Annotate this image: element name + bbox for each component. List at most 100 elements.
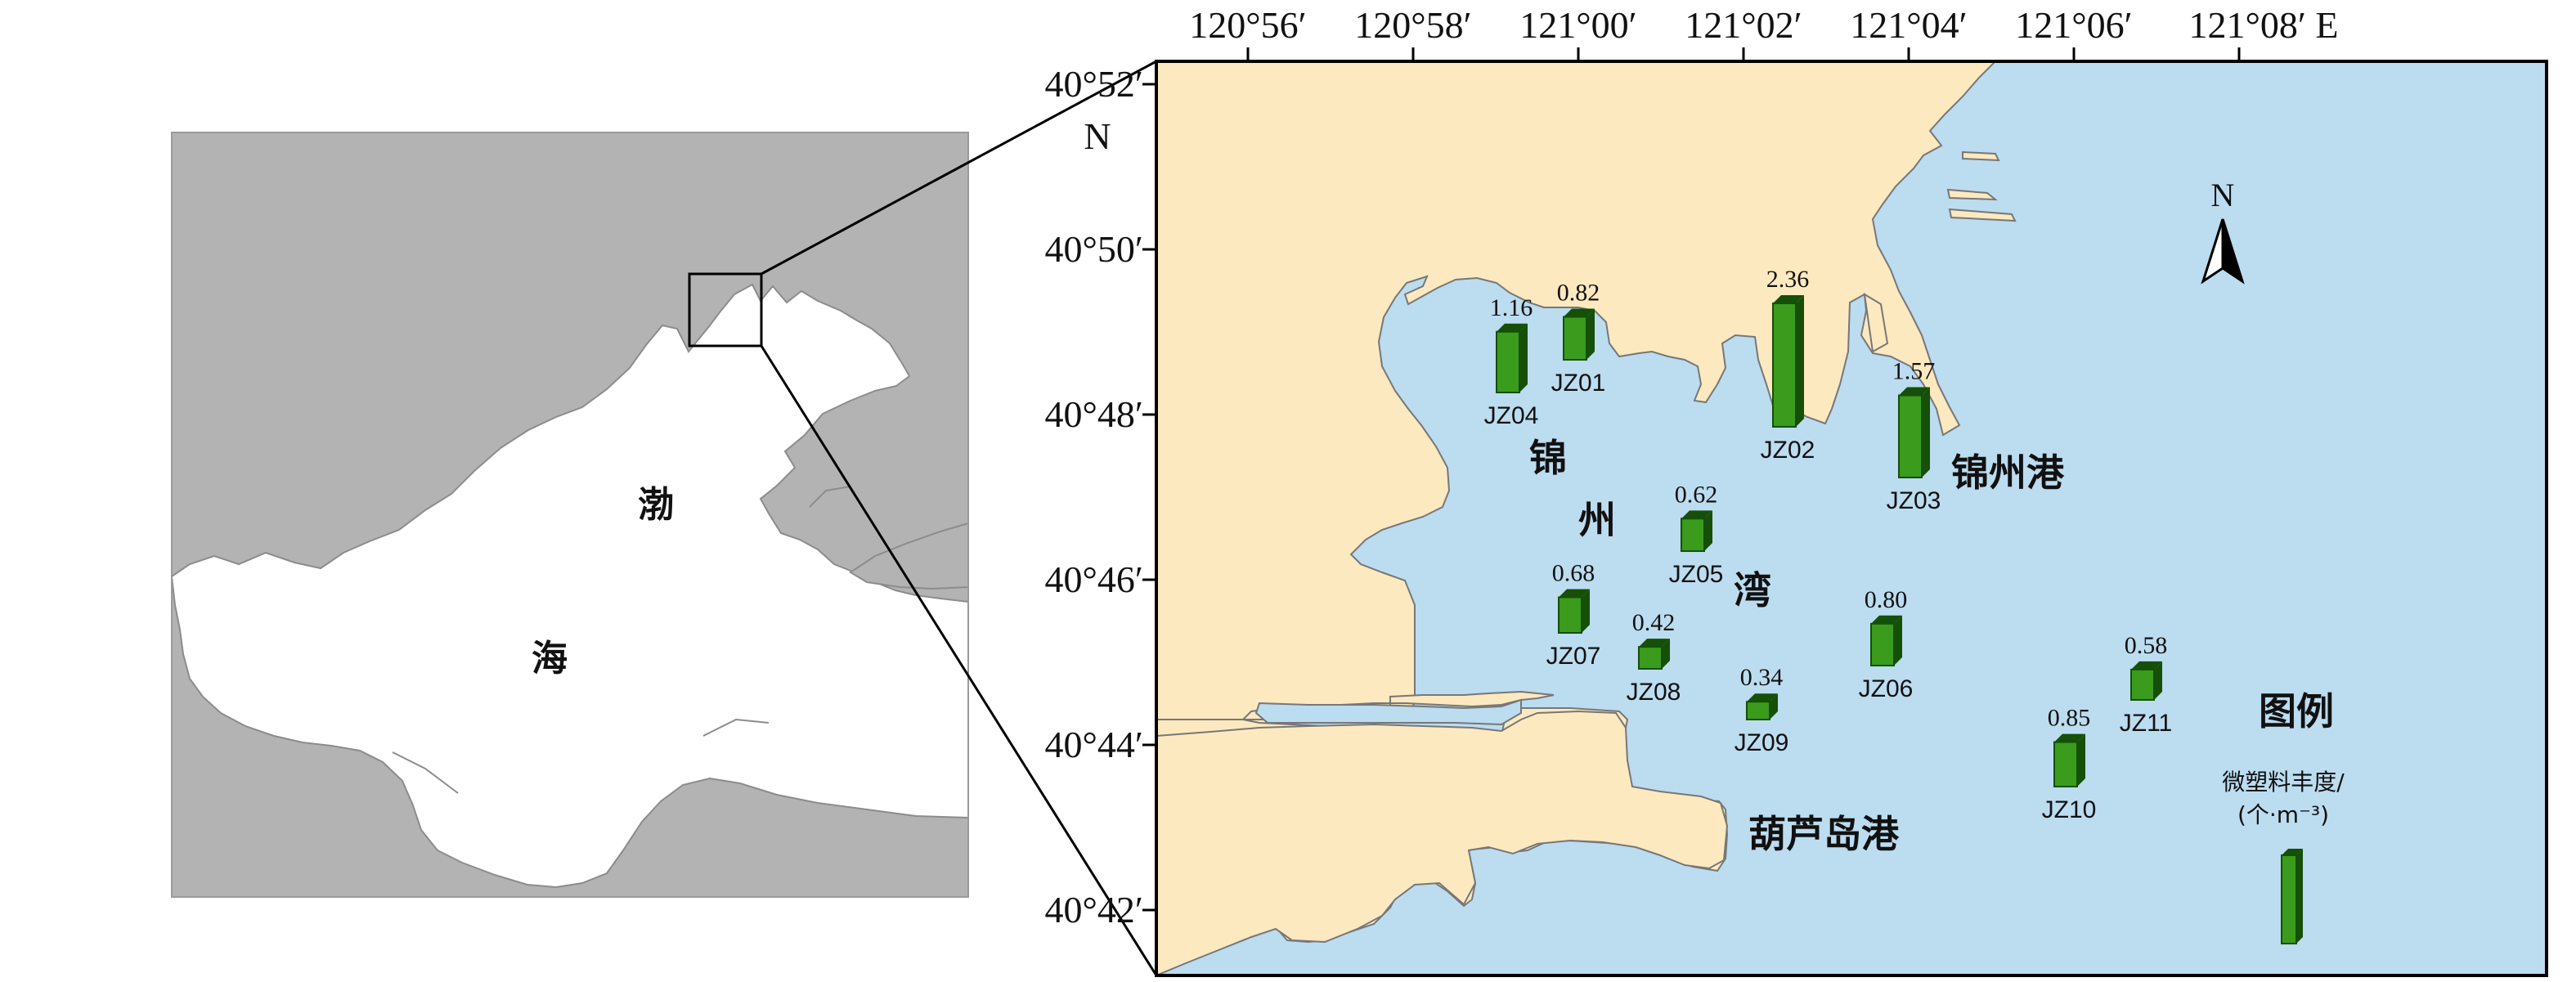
station-label: JZ02 bbox=[1761, 437, 1815, 464]
left-tick-label: 40°42′ bbox=[1045, 889, 1143, 930]
bar-value-label: 0.34 bbox=[1740, 664, 1784, 691]
top-tick-label: 120°58′ bbox=[1354, 4, 1471, 46]
overview-peninsula bbox=[849, 522, 968, 590]
bar-jz04: 1.16 JZ04 bbox=[1484, 294, 1539, 429]
bar-side-face bbox=[1582, 589, 1590, 633]
bar-value-label: 0.85 bbox=[2048, 705, 2091, 732]
bar-side-face bbox=[1922, 387, 1930, 478]
axis-ticks bbox=[1142, 47, 2241, 912]
legend-bar-sample bbox=[2281, 849, 2303, 944]
left-tick-label: 40°48′ bbox=[1045, 393, 1143, 435]
bar-side-face bbox=[1770, 693, 1778, 720]
bar-jz11: 0.58 JZ11 bbox=[2120, 632, 2172, 737]
bar-top-face bbox=[1564, 308, 1595, 317]
bar-side-face bbox=[1662, 639, 1670, 669]
legend-title: 图例 bbox=[2259, 689, 2334, 733]
bar-front-face bbox=[1746, 701, 1770, 720]
bar-jz05: 0.62 JZ05 bbox=[1669, 481, 1724, 588]
overview-inset-box bbox=[688, 272, 763, 348]
bar-jz01: 0.82 JZ01 bbox=[1551, 280, 1606, 397]
bar-jz06: 0.80 JZ06 bbox=[1859, 586, 1914, 702]
top-tick-label: 121°00′ bbox=[1519, 4, 1636, 46]
bar-jz09: 0.34 JZ09 bbox=[1735, 664, 1789, 756]
bar-top-face bbox=[1559, 589, 1590, 598]
bar-front-face bbox=[2130, 668, 2155, 702]
legend: 图例 微塑料丰度/ (个·m⁻³) bbox=[2222, 689, 2345, 944]
port-label-jinzhou: 锦州港 bbox=[1951, 451, 2065, 495]
station-label: JZ10 bbox=[2042, 796, 2097, 823]
station-label: JZ11 bbox=[2120, 710, 2172, 737]
bar-top-face bbox=[1639, 639, 1670, 648]
bar-value-label: 0.80 bbox=[1865, 586, 1908, 613]
station-label: JZ04 bbox=[1484, 402, 1539, 429]
bar-top-face bbox=[2054, 733, 2085, 742]
top-tick-label: 121°02′ bbox=[1685, 4, 1802, 46]
left-tick-label: 40°52′ bbox=[1045, 63, 1143, 105]
overview-sea bbox=[172, 283, 968, 889]
bar-jz02: 2.36 JZ02 bbox=[1761, 266, 1815, 464]
bar-side-face bbox=[1586, 308, 1595, 360]
bar-front-face bbox=[2053, 741, 2078, 787]
bar-side-face bbox=[1894, 615, 1902, 666]
detail-frame bbox=[1155, 60, 2548, 977]
bar-top-face bbox=[1497, 323, 1528, 332]
bar-value-label: 2.36 bbox=[1766, 266, 1810, 293]
bar-side-face bbox=[2154, 661, 2162, 700]
bar-top-face bbox=[1899, 387, 1930, 396]
bay-label-1: 锦 bbox=[1529, 436, 1567, 480]
overview-map: 渤 海 bbox=[171, 132, 969, 898]
bar-value-label: 1.57 bbox=[1892, 358, 1936, 385]
left-tick-label: 40°44′ bbox=[1045, 724, 1143, 765]
north-arrow-label: N bbox=[2211, 177, 2235, 213]
overview-coast-detail bbox=[392, 486, 851, 794]
left-tick-label: 40°50′ bbox=[1045, 228, 1143, 270]
overview-sea-label-1: 渤 bbox=[638, 484, 674, 526]
bar-front-face bbox=[1558, 596, 1582, 634]
left-tick-label: 40°46′ bbox=[1045, 558, 1143, 600]
top-tick-label: 120°56′ bbox=[1189, 4, 1306, 46]
bar-value-label: 1.16 bbox=[1490, 294, 1533, 321]
legend-subtitle-line2: (个·m⁻³) bbox=[2237, 801, 2329, 828]
detail-sea-inlet bbox=[1254, 698, 1522, 726]
station-label: JZ08 bbox=[1627, 679, 1681, 706]
bay-label-2: 州 bbox=[1578, 498, 1616, 542]
overview-sea-label-2: 海 bbox=[532, 638, 568, 679]
detail-land-south-peninsula bbox=[1156, 710, 1729, 975]
bar-front-face bbox=[1496, 330, 1520, 394]
station-label: JZ06 bbox=[1859, 675, 1914, 702]
bar-front-face bbox=[1681, 518, 1705, 553]
top-tick-label: 121°04′ bbox=[1850, 4, 1967, 46]
bar-top-face bbox=[1871, 615, 1902, 624]
station-label: JZ01 bbox=[1551, 370, 1606, 397]
bar-value-label: 0.58 bbox=[2125, 632, 2168, 659]
detail-map bbox=[1155, 60, 2548, 977]
bar-front-face bbox=[1772, 302, 1797, 428]
bar-side-face bbox=[1796, 294, 1804, 427]
station-label: JZ07 bbox=[1546, 643, 1601, 670]
bar-value-label: 0.68 bbox=[1552, 559, 1595, 586]
top-tick-label: 121°08′ E bbox=[2188, 4, 2338, 46]
bar-value-label: 0.62 bbox=[1675, 481, 1718, 508]
station-label: JZ03 bbox=[1887, 487, 1941, 514]
bar-value-label: 0.82 bbox=[1557, 280, 1600, 307]
left-axis-north-letter: N bbox=[1084, 115, 1111, 157]
connector-line-top bbox=[761, 60, 1157, 276]
bar-front-face bbox=[1898, 394, 1923, 478]
detail-land-north bbox=[1156, 61, 1997, 738]
top-tick-label: 121°06′ bbox=[2015, 4, 2132, 46]
connector-line-bottom bbox=[760, 345, 1158, 976]
bar-top-face bbox=[1681, 510, 1712, 519]
bay-label-3: 湾 bbox=[1734, 568, 1771, 612]
bar-jz08: 0.42 JZ08 bbox=[1627, 609, 1681, 706]
bar-front-face bbox=[1870, 622, 1895, 666]
bar-side-face bbox=[1519, 323, 1528, 392]
legend-subtitle-line1: 微塑料丰度/ bbox=[2222, 769, 2345, 796]
station-label: JZ09 bbox=[1735, 729, 1789, 756]
abundance-bars: 0.82 JZ01 2.36 JZ02 1.57 JZ03 1.16 JZ04 0.62 JZ05… bbox=[1484, 266, 2173, 823]
bar-side-face bbox=[2077, 733, 2085, 787]
bar-top-face bbox=[2131, 661, 2162, 670]
bar-front-face bbox=[1563, 316, 1587, 361]
axis-labels: 120°56′ 120°58′ 121°00′ 121°02′ 121°04′ … bbox=[1045, 4, 2339, 930]
place-labels: 锦 州 湾 锦州港 葫芦岛港 bbox=[1529, 436, 2065, 856]
